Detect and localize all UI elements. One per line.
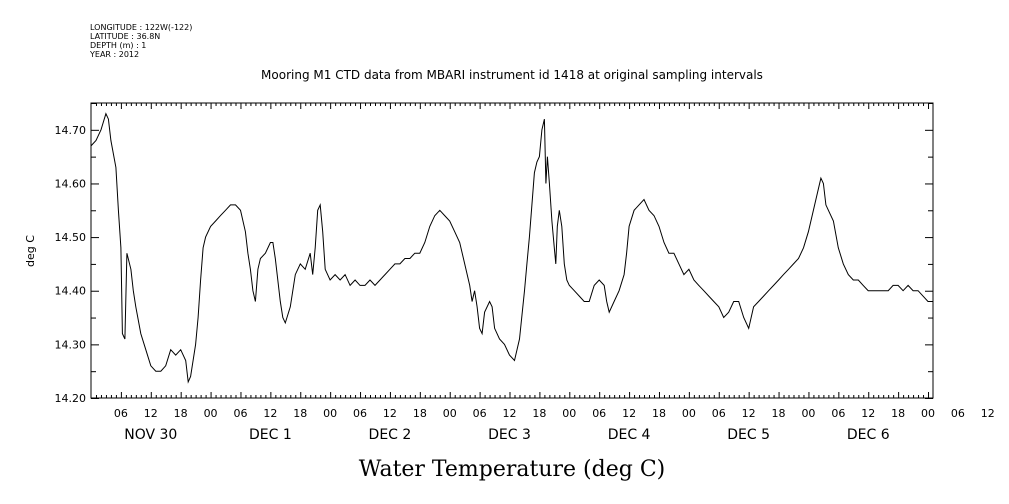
y-tick-label: 14.50	[55, 231, 87, 244]
x-tick-label: 06	[114, 407, 128, 420]
x-tick-label: 12	[144, 407, 158, 420]
x-tick-label: 12	[742, 407, 756, 420]
plot-frame	[90, 102, 934, 399]
day-label: DEC 6	[847, 427, 890, 443]
y-tick-label: 14.60	[55, 177, 87, 190]
day-label: DEC 4	[608, 427, 651, 443]
day-label: NOV 30	[124, 427, 177, 443]
meta-depth: DEPTH (m) : 1	[90, 41, 146, 50]
x-tick-label: 18	[891, 407, 905, 420]
day-label: DEC 5	[727, 427, 770, 443]
x-tick-label: 00	[801, 407, 815, 420]
y-tick-label: 14.20	[55, 392, 87, 405]
meta-year: YEAR : 2012	[89, 50, 139, 59]
x-tick-label: 06	[712, 407, 726, 420]
x-tick-label: 12	[622, 407, 636, 420]
x-tick-label: 12	[861, 407, 875, 420]
day-label: DEC 1	[249, 427, 292, 443]
x-axis-title: Water Temperature (deg C)	[359, 457, 666, 482]
y-tick-label: 14.40	[55, 285, 87, 298]
y-tick-label: 14.30	[55, 338, 87, 351]
y-tick-label: 14.70	[55, 124, 87, 137]
x-tick-label: 18	[293, 407, 307, 420]
x-tick-label: 18	[532, 407, 546, 420]
y-axis-label: deg C	[24, 235, 37, 267]
day-label: DEC 3	[488, 427, 531, 443]
x-tick-label: 00	[562, 407, 576, 420]
day-labels: NOV 30 DEC 1 DEC 2 DEC 3 DEC 4 DEC 5 DEC 6	[124, 427, 889, 443]
series-line-water-temperature	[90, 112, 933, 384]
x-tick-label: 00	[204, 407, 218, 420]
x-tick-label: 06	[353, 407, 367, 420]
x-tick-label: 00	[682, 407, 696, 420]
chart-title: Mooring M1 CTD data from MBARI instrumen…	[261, 68, 763, 82]
x-tick-label: 00	[323, 407, 337, 420]
x-tick-label: 18	[174, 407, 188, 420]
x-tick-label: 12	[981, 407, 995, 420]
x-tick-label: 06	[951, 407, 965, 420]
x-tick-label: 18	[652, 407, 666, 420]
x-tick-labels: 06 12 18 00 06 12 18 00 06 12 18 00 06 12 18 00 06 12 18 00…	[114, 407, 995, 420]
axis-ticks	[91, 103, 933, 399]
meta-longitude: LONGITUDE : 122W(-122)	[90, 23, 192, 32]
x-tick-label: 00	[921, 407, 935, 420]
x-tick-label: 12	[383, 407, 397, 420]
meta-latitude: LATITUDE : 36.8N	[90, 32, 160, 41]
x-tick-label: 12	[503, 407, 517, 420]
day-label: DEC 2	[369, 427, 412, 443]
x-tick-label: 18	[413, 407, 427, 420]
x-tick-label: 12	[263, 407, 277, 420]
x-tick-label: 06	[473, 407, 487, 420]
x-tick-label: 18	[772, 407, 786, 420]
x-tick-label: 06	[831, 407, 845, 420]
x-tick-label: 00	[443, 407, 457, 420]
x-tick-label: 06	[233, 407, 247, 420]
y-tick-labels: 14.20 14.30 14.40 14.50 14.60 14.70	[55, 124, 87, 405]
x-tick-label: 06	[592, 407, 606, 420]
